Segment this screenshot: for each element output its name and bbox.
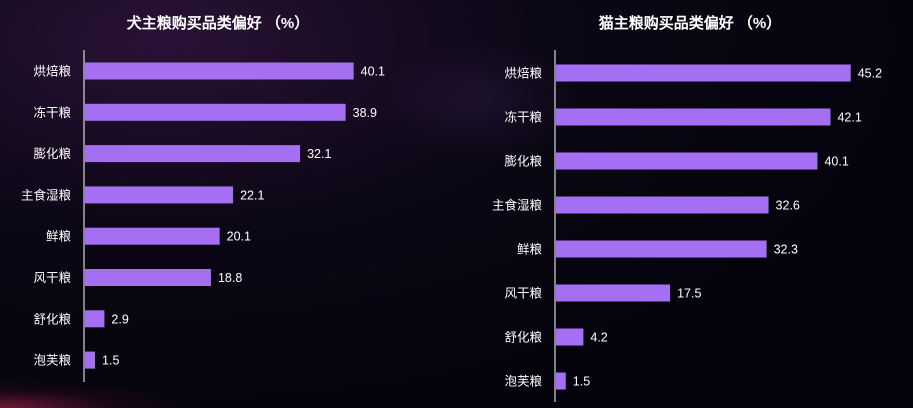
background-glow-center	[380, 40, 580, 160]
cat-category-label: 鲜粮	[517, 242, 543, 257]
dog-value-label: 2.9	[111, 312, 128, 326]
dog-category-label: 冻干粮	[33, 105, 71, 120]
cat-bar	[556, 240, 767, 258]
dog-category-label: 鲜粮	[46, 229, 72, 244]
dog-bar	[85, 145, 301, 163]
dog-bar	[85, 103, 346, 121]
dog-value-label: 32.1	[307, 147, 331, 161]
dog-bar	[85, 269, 211, 286]
dog-category-label: 主食湿粮	[21, 187, 72, 202]
dog-value-label: 38.9	[353, 106, 377, 120]
cat-category-label: 烘焙粮	[504, 66, 542, 81]
cat-value-label: 32.3	[774, 243, 798, 257]
cat-category-label: 膨化粮	[504, 154, 542, 169]
cat-bar	[556, 108, 831, 126]
dog-chart: 犬主粮购买品类偏好 （%） 烘焙粮 40.1 冻干粮 38.9 膨化粮 32.1 主食湿粮 22…	[21, 14, 385, 382]
dog-category-label: 泡芙粮	[33, 353, 71, 368]
dog-bar	[85, 351, 96, 369]
cat-value-label: 4.2	[590, 331, 607, 345]
dog-category-label: 膨化粮	[33, 146, 71, 161]
dog-value-label: 22.1	[240, 188, 264, 202]
cat-chart-title: 猫主粮购买品类偏好 （%）	[599, 14, 782, 32]
dog-chart-title: 犬主粮购买品类偏好 （%）	[127, 14, 310, 32]
cat-value-label: 45.2	[858, 67, 882, 81]
cat-value-label: 32.6	[776, 199, 800, 213]
cat-category-label: 泡芙粮	[504, 374, 542, 389]
cat-category-label: 主食湿粮	[492, 198, 543, 213]
cat-value-label: 42.1	[837, 111, 861, 125]
dog-bar	[85, 227, 220, 245]
cat-chart: 猫主粮购买品类偏好 （%） 烘焙粮 45.2 冻干粮 42.1 膨化粮 40.1 主食湿粮 32…	[492, 14, 882, 402]
dog-value-label: 20.1	[227, 230, 251, 244]
cat-bar	[556, 196, 769, 214]
cat-category-label: 冻干粮	[504, 110, 542, 125]
cat-bar	[556, 372, 566, 390]
background-glow	[0, 378, 200, 408]
cat-category-label: 舒化粮	[504, 330, 542, 345]
cat-bar	[556, 328, 584, 346]
cat-category-label: 风干粮	[504, 286, 542, 301]
dog-bar	[85, 186, 234, 204]
dog-category-label: 舒化粮	[33, 311, 71, 326]
cat-bar	[556, 152, 818, 170]
cat-bar	[556, 284, 671, 302]
dog-category-label: 风干粮	[33, 270, 71, 285]
cat-bar	[556, 64, 851, 82]
dog-category-label: 烘焙粮	[33, 64, 71, 79]
dog-bar	[85, 310, 105, 328]
dog-value-label: 18.8	[218, 271, 242, 285]
dog-value-label: 40.1	[361, 65, 385, 79]
cat-value-label: 1.5	[573, 375, 590, 389]
dog-bar	[85, 62, 354, 80]
cat-value-label: 17.5	[677, 287, 701, 301]
dog-value-label: 1.5	[102, 354, 119, 368]
cat-value-label: 40.1	[824, 155, 848, 169]
